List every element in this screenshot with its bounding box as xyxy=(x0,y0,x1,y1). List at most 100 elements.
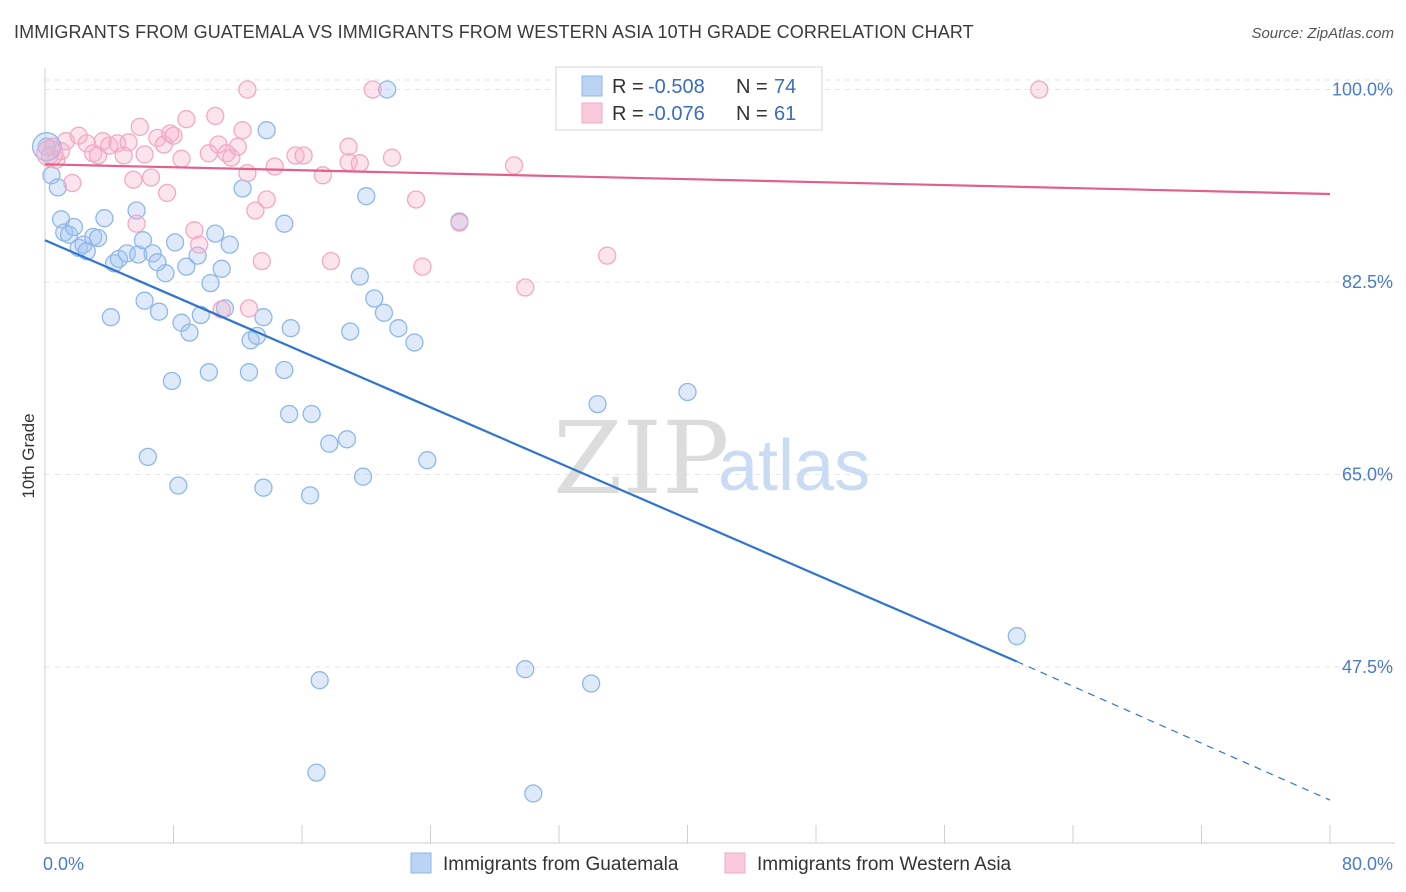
data-point xyxy=(48,178,67,197)
data-point xyxy=(119,133,138,152)
data-point xyxy=(165,233,185,252)
y-tick-label-2: 65.0% xyxy=(1342,465,1393,485)
legend-box: R = -0.508 N = 74 R = -0.076 N = 61 xyxy=(555,66,823,131)
data-point xyxy=(1007,627,1026,646)
data-point xyxy=(307,763,326,782)
data-point xyxy=(581,674,601,693)
watermark: ZIP atlas xyxy=(553,400,870,517)
data-point xyxy=(321,251,341,271)
data-point xyxy=(212,300,231,319)
data-point xyxy=(516,278,535,297)
x-tick-label-0: 0.0% xyxy=(43,854,84,874)
data-point xyxy=(254,478,273,497)
data-point xyxy=(450,213,469,232)
data-point xyxy=(127,214,146,233)
data-point xyxy=(350,154,369,173)
trend-line-guatemala-extension xyxy=(1016,660,1331,801)
legend-swatch-guatemala xyxy=(581,75,603,97)
trend-lines xyxy=(44,163,1331,801)
legend-n-value-2: 61 xyxy=(774,103,796,125)
data-point xyxy=(377,80,397,99)
data-point xyxy=(212,259,231,278)
data-point xyxy=(300,486,320,505)
legend-r-label-1: R = xyxy=(612,76,644,98)
data-point xyxy=(257,121,276,140)
data-point xyxy=(406,190,426,209)
data-point xyxy=(143,244,162,263)
data-point xyxy=(265,157,284,176)
data-point xyxy=(341,322,360,341)
bottom-legend-swatch-western-asia xyxy=(724,852,746,874)
data-point xyxy=(191,305,210,325)
data-point xyxy=(220,235,239,254)
data-point xyxy=(135,291,154,310)
data-point xyxy=(1030,80,1049,99)
data-point xyxy=(405,333,424,352)
data-point xyxy=(149,302,169,321)
data-point xyxy=(337,430,357,449)
data-point xyxy=(389,319,408,338)
data-point xyxy=(206,106,225,126)
source-label: Source: ZipAtlas.com xyxy=(1251,25,1394,42)
data-point xyxy=(275,214,294,233)
data-point xyxy=(199,363,218,382)
data-point xyxy=(172,149,191,168)
legend-n-value-1: 74 xyxy=(774,76,796,98)
data-point xyxy=(365,289,384,308)
axes xyxy=(44,68,1395,844)
data-point xyxy=(161,124,180,143)
data-point xyxy=(162,371,182,391)
data-point xyxy=(95,209,114,228)
data-point xyxy=(101,308,121,327)
data-point xyxy=(238,80,257,99)
data-point xyxy=(135,145,154,164)
data-point xyxy=(418,451,437,470)
series-0-points xyxy=(37,80,1026,803)
data-point xyxy=(374,303,394,322)
legend-n-label-1: N = xyxy=(736,76,768,98)
data-point xyxy=(413,257,432,276)
legend-swatch-western-asia xyxy=(581,102,603,124)
data-point xyxy=(130,117,149,137)
data-point xyxy=(382,148,402,167)
data-points xyxy=(31,80,1049,803)
x-tick-label-1: 80.0% xyxy=(1342,854,1393,874)
data-point xyxy=(294,146,313,165)
data-point xyxy=(320,434,339,453)
y-axis-label: 10th Grade xyxy=(19,413,38,498)
data-point xyxy=(275,360,294,380)
data-point xyxy=(504,156,524,175)
data-point xyxy=(133,231,153,250)
legend-r-value-2: -0.076 xyxy=(648,103,705,125)
x-tick-labels: 0.0% 80.0% xyxy=(43,854,1393,874)
data-point xyxy=(88,228,108,248)
data-point xyxy=(124,170,143,189)
legend-n-label-2: N = xyxy=(736,103,768,125)
data-point xyxy=(177,110,196,129)
data-point xyxy=(201,273,220,293)
chart-title: IMMIGRANTS FROM GUATEMALA VS IMMIGRANTS … xyxy=(14,22,974,42)
y-tick-label-3: 47.5% xyxy=(1342,657,1393,677)
data-point xyxy=(302,404,321,424)
data-point xyxy=(222,148,241,167)
bottom-legend: Immigrants from Guatemala Immigrants fro… xyxy=(410,852,1012,875)
bottom-legend-swatch-guatemala xyxy=(410,852,432,874)
data-point xyxy=(281,319,300,338)
data-point xyxy=(233,121,252,140)
data-point xyxy=(157,183,177,203)
trend-line-guatemala xyxy=(44,239,1018,663)
data-point xyxy=(313,166,333,185)
legend-r-label-2: R = xyxy=(612,103,644,125)
data-point xyxy=(141,168,161,187)
data-point xyxy=(357,187,376,206)
data-point xyxy=(138,447,157,467)
data-point xyxy=(129,245,148,264)
y-tick-label-0: 100.0% xyxy=(1332,80,1393,100)
data-point xyxy=(339,137,358,156)
data-point xyxy=(254,308,273,327)
data-point xyxy=(164,126,183,145)
data-point xyxy=(524,784,543,803)
data-point xyxy=(64,217,84,237)
data-point xyxy=(252,251,271,271)
data-point xyxy=(233,179,252,198)
